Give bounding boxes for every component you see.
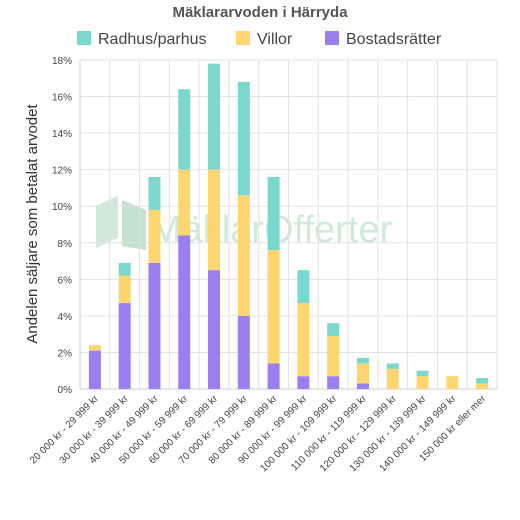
bar-villor bbox=[88, 345, 101, 351]
bar-villor bbox=[356, 363, 369, 384]
bar-radhus-parhus bbox=[386, 363, 399, 369]
y-tick-label: 18% bbox=[52, 56, 72, 67]
legend-label-bostadsr-tter: Bostadsrätter bbox=[346, 31, 442, 48]
bar-radhus-parhus bbox=[356, 357, 369, 364]
bar-bostadsr-tter bbox=[237, 315, 250, 389]
y-tick-label: 2% bbox=[58, 348, 73, 359]
y-tick-label: 12% bbox=[52, 166, 72, 177]
legend-swatch-bostadsr-tter bbox=[325, 31, 339, 45]
bar-villor bbox=[416, 376, 429, 389]
bar-radhus-parhus bbox=[208, 63, 221, 170]
bar-villor bbox=[327, 335, 340, 377]
bar-radhus-parhus bbox=[178, 89, 191, 170]
bar-radhus-parhus bbox=[148, 176, 161, 210]
y-tick-label: 0% bbox=[58, 385, 73, 396]
y-axis-ticks: 0% 2% 4% 6% 8% 10% 12% 14% 16% 18% bbox=[52, 56, 72, 396]
bar-bostadsr-tter bbox=[297, 376, 310, 389]
bar-radhus-parhus bbox=[416, 370, 429, 377]
bar-villor bbox=[178, 169, 191, 236]
legend-label-villor: Villor bbox=[257, 31, 293, 48]
bar-bostadsr-tter bbox=[148, 262, 161, 389]
bar-bostadsr-tter bbox=[356, 383, 369, 389]
y-tick-label: 8% bbox=[58, 239, 73, 250]
y-axis-label: Andelen säljare som betalat arvodet bbox=[24, 104, 41, 344]
bars bbox=[88, 63, 489, 389]
legend: Radhus/parhus Villor Bostadsrätter bbox=[77, 31, 442, 48]
y-tick-label: 6% bbox=[58, 275, 73, 286]
chart-title: Mäklararvoden i Härryda bbox=[172, 4, 348, 21]
bar-radhus-parhus bbox=[118, 262, 131, 276]
bar-villor bbox=[267, 250, 280, 364]
bar-villor bbox=[476, 383, 489, 389]
bar-bostadsr-tter bbox=[88, 350, 101, 389]
watermark-logo-icon bbox=[96, 196, 118, 248]
legend-swatch-villor bbox=[236, 31, 250, 45]
bar-bostadsr-tter bbox=[118, 303, 131, 389]
bar-radhus-parhus bbox=[267, 176, 280, 251]
gridlines bbox=[79, 59, 498, 390]
bar-villor bbox=[118, 275, 131, 304]
bar-villor bbox=[446, 376, 459, 389]
bar-villor bbox=[386, 368, 399, 389]
bar-villor bbox=[148, 209, 161, 263]
y-tick-label: 14% bbox=[52, 129, 72, 140]
bar-radhus-parhus bbox=[327, 323, 340, 336]
bar-radhus-parhus bbox=[476, 378, 489, 384]
bar-bostadsr-tter bbox=[178, 235, 191, 389]
bar-bostadsr-tter bbox=[208, 270, 221, 389]
bar-villor bbox=[237, 195, 250, 316]
bar-bostadsr-tter bbox=[327, 376, 340, 389]
bar-bostadsr-tter bbox=[267, 363, 280, 389]
bar-villor bbox=[208, 169, 221, 271]
y-tick-label: 4% bbox=[58, 312, 73, 323]
y-tick-label: 16% bbox=[52, 93, 72, 104]
legend-swatch-radhus-parhus bbox=[77, 31, 91, 45]
bar-radhus-parhus bbox=[297, 270, 310, 304]
legend-label-radhus-parhus: Radhus/parhus bbox=[98, 31, 207, 48]
y-tick-label: 10% bbox=[52, 202, 72, 213]
bar-radhus-parhus bbox=[237, 81, 250, 196]
bar-villor bbox=[297, 303, 310, 377]
